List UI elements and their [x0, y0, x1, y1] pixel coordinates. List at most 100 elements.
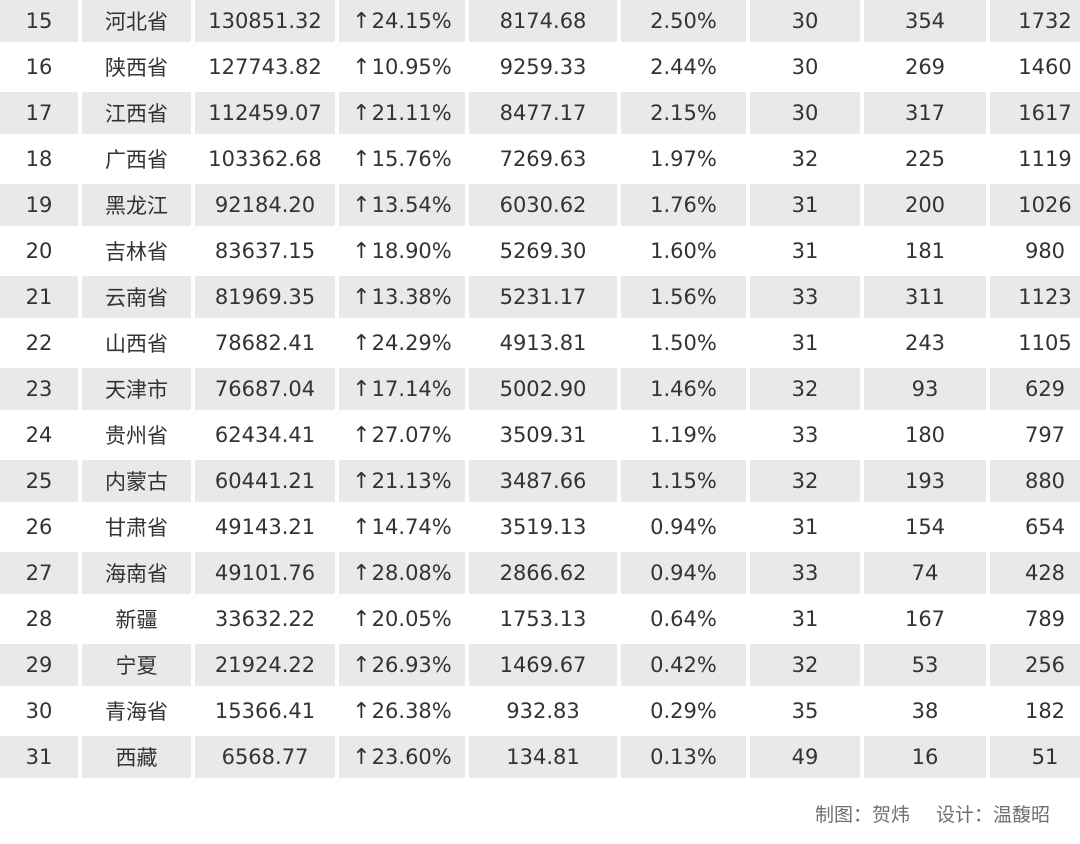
count3-cell: 182: [990, 690, 1080, 732]
count2-cell: 167: [864, 598, 986, 640]
count1-cell: 49: [750, 736, 860, 778]
share-cell: 1.50%: [621, 322, 746, 364]
growth-cell: ↑ 14.74%: [339, 506, 465, 548]
count3-cell: 654: [990, 506, 1080, 548]
count3-cell: 797: [990, 414, 1080, 456]
share-cell: 0.13%: [621, 736, 746, 778]
up-arrow-icon: ↑: [352, 54, 371, 80]
count3-cell: 880: [990, 460, 1080, 502]
province-cell: 贵州省: [82, 414, 191, 456]
value-cell: 15366.41: [195, 690, 335, 732]
chart-credit: 制图： 贺炜: [815, 800, 910, 827]
growth-value: 27.07%: [371, 423, 452, 447]
rank-cell: 22: [0, 322, 78, 364]
up-arrow-icon: ↑: [352, 284, 371, 310]
share-cell: 0.94%: [621, 552, 746, 594]
share-cell: 2.15%: [621, 92, 746, 134]
share-cell: 1.46%: [621, 368, 746, 410]
value-cell: 127743.82: [195, 46, 335, 88]
growth-value: 13.54%: [371, 193, 452, 217]
province-cell: 内蒙古: [82, 460, 191, 502]
rank-cell: 31: [0, 736, 78, 778]
share-cell: 2.44%: [621, 46, 746, 88]
growth-cell: ↑ 24.29%: [339, 322, 465, 364]
up-arrow-icon: ↑: [352, 468, 371, 494]
count3-cell: 789: [990, 598, 1080, 640]
value2-cell: 5269.30: [469, 230, 617, 272]
count1-cell: 33: [750, 414, 860, 456]
value-cell: 103362.68: [195, 138, 335, 180]
up-arrow-icon: ↑: [352, 192, 371, 218]
count3-cell: 51: [990, 736, 1080, 778]
rank-cell: 23: [0, 368, 78, 410]
count1-cell: 31: [750, 184, 860, 226]
up-arrow-icon: ↑: [352, 560, 371, 586]
rank-cell: 15: [0, 0, 78, 42]
growth-value: 10.95%: [371, 55, 452, 79]
value-cell: 83637.15: [195, 230, 335, 272]
share-cell: 2.50%: [621, 0, 746, 42]
count3-cell: 256: [990, 644, 1080, 686]
up-arrow-icon: ↑: [352, 100, 371, 126]
value2-cell: 9259.33: [469, 46, 617, 88]
value2-cell: 3487.66: [469, 460, 617, 502]
province-cell: 山西省: [82, 322, 191, 364]
count1-cell: 32: [750, 644, 860, 686]
count2-cell: 317: [864, 92, 986, 134]
chart-credit-label: 制图：: [814, 804, 872, 826]
count2-cell: 154: [864, 506, 986, 548]
count2-cell: 200: [864, 184, 986, 226]
count2-cell: 311: [864, 276, 986, 318]
count1-cell: 32: [750, 138, 860, 180]
growth-value: 23.60%: [371, 745, 452, 769]
up-arrow-icon: ↑: [352, 698, 371, 724]
share-cell: 0.29%: [621, 690, 746, 732]
count3-cell: 629: [990, 368, 1080, 410]
count2-cell: 193: [864, 460, 986, 502]
growth-value: 17.14%: [371, 377, 452, 401]
count1-cell: 33: [750, 276, 860, 318]
growth-cell: ↑ 24.15%: [339, 0, 465, 42]
count1-cell: 35: [750, 690, 860, 732]
province-cell: 青海省: [82, 690, 191, 732]
growth-cell: ↑ 21.11%: [339, 92, 465, 134]
design-credit-label: 设计：: [935, 804, 993, 826]
count1-cell: 30: [750, 46, 860, 88]
ranking-table: 15 河北省 130851.32 ↑ 24.15% 8174.68 2.50% 30 354 17…: [0, 0, 1080, 778]
count2-cell: 225: [864, 138, 986, 180]
rank-cell: 19: [0, 184, 78, 226]
rank-cell: 26: [0, 506, 78, 548]
rank-cell: 29: [0, 644, 78, 686]
value2-cell: 5002.90: [469, 368, 617, 410]
value2-cell: 932.83: [469, 690, 617, 732]
growth-cell: ↑ 26.38%: [339, 690, 465, 732]
count1-cell: 32: [750, 460, 860, 502]
share-cell: 1.56%: [621, 276, 746, 318]
rank-cell: 21: [0, 276, 78, 318]
province-cell: 云南省: [82, 276, 191, 318]
up-arrow-icon: ↑: [352, 238, 371, 264]
count3-cell: 1105: [990, 322, 1080, 364]
count1-cell: 31: [750, 230, 860, 272]
value2-cell: 2866.62: [469, 552, 617, 594]
growth-cell: ↑ 20.05%: [339, 598, 465, 640]
count1-cell: 31: [750, 322, 860, 364]
province-cell: 河北省: [82, 0, 191, 42]
value2-cell: 3509.31: [469, 414, 617, 456]
value-cell: 78682.41: [195, 322, 335, 364]
share-cell: 0.42%: [621, 644, 746, 686]
rank-cell: 25: [0, 460, 78, 502]
count3-cell: 1460: [990, 46, 1080, 88]
share-cell: 1.76%: [621, 184, 746, 226]
value-cell: 130851.32: [195, 0, 335, 42]
growth-cell: ↑ 28.08%: [339, 552, 465, 594]
value-cell: 60441.21: [195, 460, 335, 502]
rank-cell: 27: [0, 552, 78, 594]
up-arrow-icon: ↑: [352, 744, 371, 770]
count3-cell: 980: [990, 230, 1080, 272]
up-arrow-icon: ↑: [352, 652, 371, 678]
count2-cell: 181: [864, 230, 986, 272]
value-cell: 81969.35: [195, 276, 335, 318]
province-cell: 天津市: [82, 368, 191, 410]
value2-cell: 3519.13: [469, 506, 617, 548]
